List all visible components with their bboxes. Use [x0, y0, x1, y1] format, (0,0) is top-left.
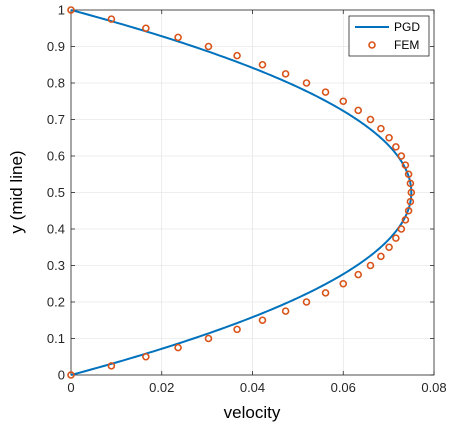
x-tick-label: 0.04 — [240, 380, 265, 395]
grid — [70, 9, 435, 376]
fem-point — [142, 24, 150, 33]
fem-point — [377, 252, 385, 261]
fem-point — [385, 133, 393, 142]
fem-point — [258, 316, 267, 325]
fem-point — [407, 188, 416, 197]
fem-point — [339, 279, 348, 288]
fem-point — [204, 42, 213, 51]
y-tick-label: 0.4 — [47, 222, 65, 237]
y-tick-label: 0.2 — [47, 295, 65, 310]
y-tick-label: 0.1 — [47, 331, 65, 346]
fem-point — [339, 97, 348, 106]
fem-point — [107, 362, 116, 370]
fem-point — [204, 334, 213, 343]
fem-point — [366, 115, 375, 124]
fem-point — [142, 352, 150, 361]
fem-point — [354, 106, 363, 115]
fem-point — [302, 298, 311, 306]
fem-point — [281, 70, 290, 78]
fem-point — [392, 143, 400, 151]
series-line-pgd — [70, 9, 413, 376]
y-tick-label: 0.9 — [47, 39, 65, 54]
fem-point — [233, 325, 241, 334]
y-tick-label: 0 — [58, 368, 65, 383]
legend: PGD FEM — [348, 15, 430, 57]
series-layer — [67, 6, 416, 379]
fem-point — [354, 270, 363, 279]
y-tick-label: 0.3 — [47, 258, 65, 273]
fem-point — [404, 206, 413, 215]
fem-point — [401, 161, 410, 169]
fem-point — [397, 152, 406, 160]
y-tick-label: 0.5 — [47, 185, 65, 200]
fem-point — [377, 124, 385, 133]
fem-point — [385, 243, 393, 252]
x-axis-label: velocity — [224, 403, 281, 422]
fem-point — [302, 79, 311, 87]
tick-labels: 0 0.02 0.04 0.06 0.08 0 0.1 0.2 0.3 0.4 0.5 0.6 0.7 0… — [47, 3, 447, 396]
fem-point — [321, 88, 330, 96]
x-tick-label: 0.02 — [149, 380, 174, 395]
legend-fem-marker — [368, 41, 376, 49]
fem-point — [401, 216, 410, 224]
fem-point — [67, 6, 75, 14]
fem-point — [258, 60, 267, 69]
fem-point — [107, 15, 116, 23]
fem-point — [366, 261, 375, 270]
y-tick-label: 0.8 — [47, 76, 65, 91]
fem-point — [397, 225, 406, 233]
y-axis-label: y (mid line) — [7, 150, 26, 233]
fem-point — [404, 170, 413, 179]
y-tick-label: 0.6 — [47, 149, 65, 164]
fem-point — [174, 33, 182, 42]
fem-point — [406, 197, 415, 206]
fem-point — [233, 51, 241, 60]
y-tick-label: 0.7 — [47, 112, 65, 127]
fem-point — [281, 307, 290, 315]
fem-point — [321, 289, 330, 297]
legend-fem-label: FEM — [394, 38, 419, 52]
x-tick-label: 0 — [67, 380, 74, 395]
legend-box — [348, 15, 430, 57]
x-tick-label: 0.06 — [331, 380, 356, 395]
fem-point — [392, 234, 400, 242]
x-tick-label: 0.08 — [421, 380, 446, 395]
fem-point — [406, 179, 415, 188]
axes — [70, 9, 435, 376]
y-tick-label: 1 — [58, 3, 65, 18]
fem-point — [67, 371, 75, 379]
fem-point — [174, 343, 182, 352]
legend-pgd-label: PGD — [394, 20, 420, 34]
